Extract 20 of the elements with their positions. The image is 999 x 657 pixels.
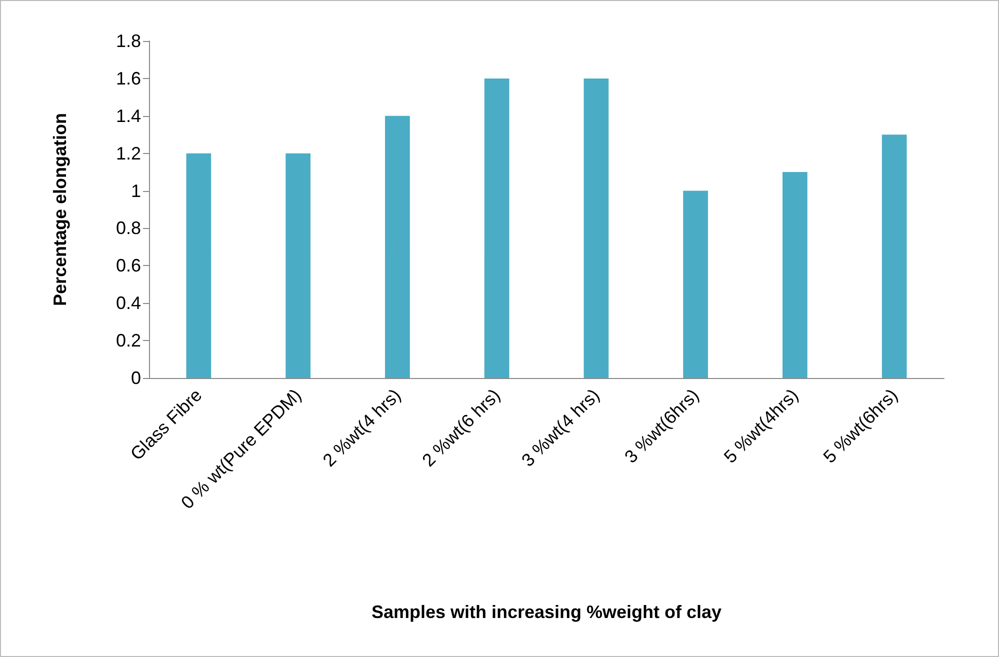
y-tick-label: 1.8 <box>116 31 141 51</box>
y-tick-label: 0.8 <box>116 218 141 238</box>
bar <box>782 172 808 378</box>
bar <box>882 134 907 378</box>
bar <box>484 78 510 378</box>
bar <box>584 78 609 378</box>
y-tick-label: 1.6 <box>116 68 141 88</box>
y-tick-label: 0 <box>130 368 141 388</box>
x-axis-title: Samples with increasing %weight of clay <box>371 602 722 622</box>
y-tick-label: 1 <box>130 180 141 201</box>
y-tick-label: 0.2 <box>116 330 141 351</box>
y-axis-title: Percentage elongation <box>50 112 70 306</box>
y-tick-label: 0.4 <box>116 293 141 314</box>
bar <box>286 153 310 378</box>
bar <box>186 153 212 378</box>
bar <box>683 190 708 378</box>
bar <box>385 116 410 378</box>
y-tick-label: 0.6 <box>116 256 141 276</box>
y-tick-label: 1.4 <box>116 106 141 126</box>
y-tick-label: 1.2 <box>116 143 141 164</box>
